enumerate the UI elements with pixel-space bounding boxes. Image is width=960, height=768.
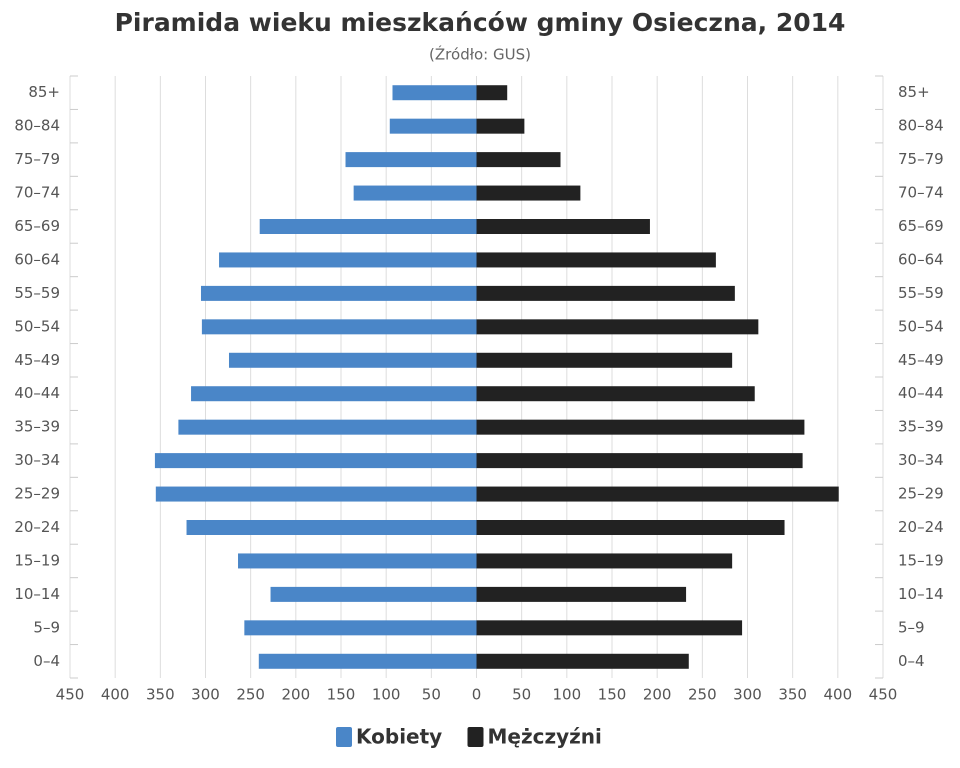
x-tick-label: 300: [191, 686, 220, 704]
legend-label: Mężczyźni: [488, 725, 602, 749]
bar: [476, 419, 805, 435]
y-tick-label: 55–59: [898, 284, 944, 302]
y-tick-label: 65–69: [14, 217, 60, 235]
y-tick-label: 40–44: [14, 384, 60, 402]
legend-label: Kobiety: [356, 725, 442, 749]
bar: [353, 185, 477, 201]
y-tick-label: 85+: [28, 83, 60, 101]
y-tick-label: 0–4: [33, 652, 60, 670]
y-tick-label: 30–34: [14, 451, 60, 469]
y-tick-label: 5–9: [33, 618, 60, 636]
y-tick-label: 45–49: [898, 351, 944, 369]
bar: [345, 152, 477, 168]
y-tick-label: 60–64: [898, 250, 944, 268]
bar: [228, 352, 477, 368]
y-tick-label: 85+: [898, 83, 930, 101]
bar: [270, 586, 477, 602]
y-tick-label: 75–79: [14, 150, 60, 168]
y-tick-label: 80–84: [14, 117, 60, 135]
bar: [476, 653, 689, 669]
bar: [476, 85, 508, 101]
bar: [258, 653, 477, 669]
y-tick-label: 35–39: [898, 418, 944, 436]
y-tick-label: 50–54: [898, 317, 944, 335]
y-tick-label: 70–74: [14, 184, 60, 202]
y-tick-label: 45–49: [14, 351, 60, 369]
bar: [476, 453, 803, 469]
y-tick-label: 35–39: [14, 418, 60, 436]
y-tick-label: 25–29: [14, 485, 60, 503]
y-tick-label: 25–29: [898, 485, 944, 503]
bar: [476, 352, 733, 368]
bar: [155, 486, 477, 502]
x-tick-label: 450: [56, 686, 85, 704]
x-tick-label: 150: [598, 686, 627, 704]
bar: [476, 553, 733, 569]
x-tick-label: 300: [733, 686, 762, 704]
x-tick-label: 150: [327, 686, 356, 704]
x-tick-label: 400: [824, 686, 853, 704]
x-tick-label: 350: [778, 686, 807, 704]
bar: [259, 219, 477, 234]
bar: [476, 586, 687, 602]
bar: [476, 252, 716, 268]
x-tick-label: 200: [282, 686, 311, 704]
y-tick-label: 20–24: [14, 518, 60, 536]
y-tick-label: 15–19: [898, 551, 944, 569]
x-tick-label: 50: [422, 686, 441, 704]
bar: [476, 486, 839, 502]
x-tick-label: 250: [236, 686, 265, 704]
bar: [476, 219, 650, 234]
bar: [476, 152, 561, 168]
bar: [389, 118, 477, 134]
x-tick-label: 200: [643, 686, 672, 704]
x-tick-label: 0: [472, 686, 482, 704]
y-tick-label: 10–14: [898, 585, 944, 603]
bar: [476, 386, 755, 402]
y-tick-label: 10–14: [14, 585, 60, 603]
bar: [201, 319, 477, 335]
x-tick-label: 100: [372, 686, 401, 704]
y-tick-label: 65–69: [898, 217, 944, 235]
bar: [392, 85, 477, 101]
legend-swatch: [467, 727, 484, 747]
bar: [476, 285, 735, 301]
y-tick-label: 75–79: [898, 150, 944, 168]
bar: [178, 419, 477, 435]
bar: [238, 553, 477, 569]
x-tick-label: 100: [553, 686, 582, 704]
bar: [476, 620, 743, 636]
bar: [244, 620, 477, 636]
x-tick-label: 450: [869, 686, 898, 704]
y-tick-label: 50–54: [14, 317, 60, 335]
y-tick-label: 30–34: [898, 451, 944, 469]
bar: [191, 386, 477, 402]
x-tick-label: 400: [101, 686, 130, 704]
y-tick-label: 80–84: [898, 117, 944, 135]
bar: [186, 520, 477, 535]
chart-title: Piramida wieku mieszkańców gminy Osieczn…: [115, 8, 846, 37]
y-tick-label: 5–9: [898, 618, 925, 636]
bar: [219, 252, 477, 268]
y-tick-label: 60–64: [14, 250, 60, 268]
x-tick-label: 350: [146, 686, 175, 704]
bar: [476, 118, 525, 134]
y-tick-label: 20–24: [898, 518, 944, 536]
y-tick-label: 70–74: [898, 184, 944, 202]
bar: [200, 285, 477, 301]
bar: [476, 185, 581, 201]
bar: [476, 520, 785, 535]
x-tick-label: 250: [688, 686, 717, 704]
bar: [154, 453, 477, 469]
y-tick-label: 40–44: [898, 384, 944, 402]
legend-swatch: [336, 727, 352, 747]
bar: [476, 319, 759, 335]
x-tick-label: 50: [512, 686, 531, 704]
y-tick-label: 55–59: [14, 284, 60, 302]
y-tick-label: 15–19: [14, 551, 60, 569]
chart-subtitle: (Źródło: GUS): [429, 45, 531, 64]
y-tick-label: 0–4: [898, 652, 925, 670]
